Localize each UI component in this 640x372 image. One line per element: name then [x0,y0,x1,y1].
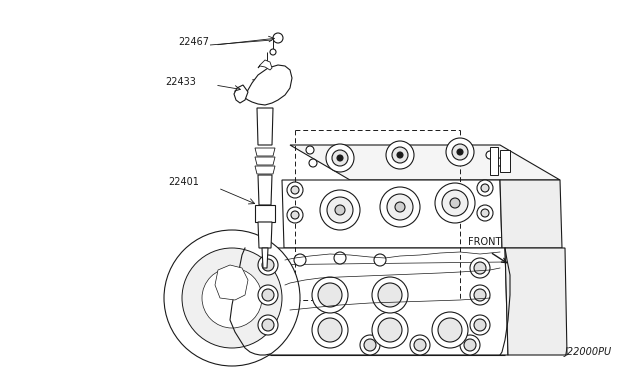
Circle shape [395,202,405,212]
Circle shape [287,207,303,223]
Circle shape [470,258,490,278]
Circle shape [262,289,274,301]
Circle shape [474,262,486,274]
Circle shape [318,318,342,342]
Text: 22401: 22401 [168,177,199,187]
Circle shape [320,190,360,230]
Circle shape [291,211,299,219]
Polygon shape [245,248,508,355]
Circle shape [414,339,426,351]
Circle shape [378,283,402,307]
Polygon shape [258,60,272,70]
Circle shape [291,186,299,194]
Circle shape [262,319,274,331]
Polygon shape [255,205,275,222]
Circle shape [270,49,276,55]
Circle shape [164,230,300,366]
Circle shape [432,312,468,348]
Circle shape [273,33,283,43]
Circle shape [318,283,342,307]
Circle shape [450,198,460,208]
Circle shape [312,277,348,313]
Circle shape [452,144,468,160]
Circle shape [326,144,354,172]
Circle shape [372,277,408,313]
Circle shape [481,184,489,192]
Circle shape [380,187,420,227]
Circle shape [438,318,462,342]
Polygon shape [255,148,275,156]
Circle shape [474,319,486,331]
Circle shape [481,209,489,217]
Text: FRONT: FRONT [468,237,501,247]
Polygon shape [257,108,273,145]
Circle shape [327,197,353,223]
Circle shape [457,149,463,155]
Circle shape [335,205,345,215]
Circle shape [378,318,402,342]
Circle shape [477,180,493,196]
Circle shape [392,147,408,163]
Polygon shape [243,65,292,105]
Circle shape [309,159,317,167]
Polygon shape [262,248,268,268]
Circle shape [287,182,303,198]
Circle shape [258,285,278,305]
Circle shape [258,315,278,335]
Circle shape [386,141,414,169]
Text: 22467: 22467 [178,37,209,47]
Circle shape [372,312,408,348]
Circle shape [410,335,430,355]
Circle shape [337,155,343,161]
Circle shape [442,190,468,216]
Circle shape [334,252,346,264]
Circle shape [470,315,490,335]
Polygon shape [255,157,275,165]
Circle shape [446,138,474,166]
Circle shape [486,151,494,159]
Text: 22433: 22433 [165,77,196,87]
Circle shape [496,158,504,166]
Polygon shape [500,180,562,248]
Polygon shape [258,222,272,248]
Circle shape [360,335,380,355]
Polygon shape [255,166,275,174]
Circle shape [364,339,376,351]
Polygon shape [234,85,248,103]
Circle shape [312,312,348,348]
Polygon shape [258,175,272,205]
Polygon shape [215,265,248,300]
Circle shape [294,254,306,266]
Polygon shape [500,150,510,172]
Polygon shape [290,145,560,180]
Circle shape [374,254,386,266]
Circle shape [474,289,486,301]
Polygon shape [282,180,502,248]
Circle shape [397,152,403,158]
Circle shape [387,194,413,220]
Text: J22000PU: J22000PU [565,347,612,357]
Circle shape [258,255,278,275]
Circle shape [435,183,475,223]
Circle shape [306,146,314,154]
Polygon shape [505,248,567,355]
Circle shape [262,259,274,271]
Polygon shape [490,147,498,175]
Circle shape [464,339,476,351]
Circle shape [460,335,480,355]
Circle shape [332,150,348,166]
Circle shape [477,205,493,221]
Circle shape [470,285,490,305]
Circle shape [182,248,282,348]
Circle shape [202,268,262,328]
